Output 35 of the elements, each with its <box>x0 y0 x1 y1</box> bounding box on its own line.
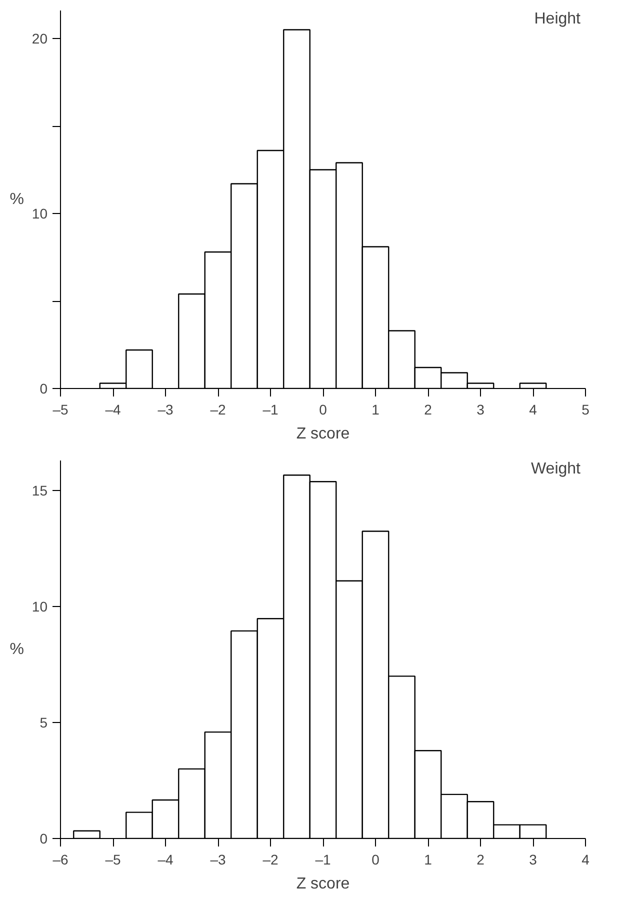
chart-title: Height <box>534 10 582 28</box>
x-axis-title: Z score <box>296 876 350 892</box>
x-tick-label: 0 <box>372 852 380 868</box>
chart-title: Weight <box>530 460 582 478</box>
y-tick-label: 0 <box>40 380 48 396</box>
x-tick-label: 2 <box>424 402 432 418</box>
x-tick-label: –1 <box>315 852 331 868</box>
x-tick-label: 5 <box>582 402 590 418</box>
x-tick-label: –3 <box>210 852 226 868</box>
x-tick-label: 1 <box>424 852 432 868</box>
x-tick-label: 4 <box>529 402 538 418</box>
x-tick-label: 3 <box>529 852 538 868</box>
x-tick-label: 2 <box>476 852 485 868</box>
x-tick-label: –4 <box>105 402 121 418</box>
x-tick-label: –5 <box>52 402 68 418</box>
y-axis-title: % <box>10 641 24 658</box>
y-tick-label: 5 <box>40 714 48 731</box>
x-tick-label: –5 <box>105 852 121 868</box>
x-tick-label: –2 <box>262 852 278 868</box>
x-axis-title: Z score <box>296 426 350 442</box>
x-tick-label: –2 <box>210 402 226 418</box>
y-tick-label: 20 <box>32 30 48 46</box>
y-tick-label: 10 <box>32 206 48 222</box>
x-tick-label: 4 <box>582 852 590 868</box>
x-tick-label: 1 <box>372 402 380 418</box>
x-tick-label: 0 <box>319 402 328 418</box>
x-tick-label: –1 <box>262 402 278 418</box>
y-tick-label: 15 <box>32 482 48 499</box>
x-tick-label: –3 <box>158 402 174 418</box>
x-tick-label: –6 <box>52 852 68 868</box>
y-tick-label: 10 <box>32 598 48 615</box>
x-tick-label: –4 <box>158 852 174 868</box>
x-tick-label: 3 <box>476 402 485 418</box>
y-tick-label: 0 <box>40 830 48 846</box>
y-axis-title: % <box>10 191 24 208</box>
